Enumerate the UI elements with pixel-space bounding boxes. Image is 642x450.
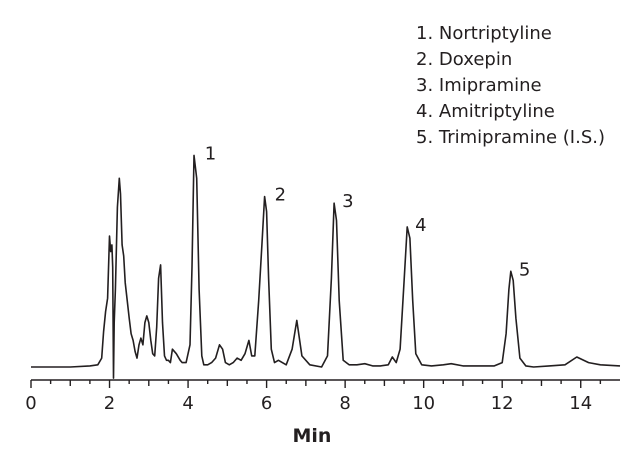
x-tick-label: 6 <box>261 393 272 414</box>
legend-entry: 4. Amitriptyline <box>416 101 555 122</box>
x-tick-label: 10 <box>412 393 435 414</box>
x-tick-label: 0 <box>25 393 36 414</box>
legend-entry: 1. Nortriptyline <box>416 23 552 44</box>
x-axis: 0 2 4 6 8 10 12 14 <box>25 379 620 414</box>
peak-label-3: 3 <box>342 191 353 212</box>
x-tick-label: 14 <box>569 393 592 414</box>
legend-entry: 5. Trimipramine (I.S.) <box>416 127 605 148</box>
x-tick-label: 4 <box>182 393 193 414</box>
peak-labels: 1 2 3 4 5 <box>205 143 531 280</box>
x-tick-label: 12 <box>491 393 514 414</box>
legend-entry: 3. Imipramine <box>416 75 542 96</box>
x-tick-label: 2 <box>104 393 115 414</box>
peak-label-4: 4 <box>415 215 426 236</box>
peak-label-1: 1 <box>205 143 216 164</box>
peak-label-5: 5 <box>519 259 530 280</box>
legend-entry: 2. Doxepin <box>416 49 512 70</box>
chromatogram-trace <box>31 154 621 379</box>
x-tick-label: 8 <box>339 393 350 414</box>
plot-area <box>31 154 621 379</box>
peak-label-2: 2 <box>275 185 286 206</box>
legend: 1. Nortriptyline 2. Doxepin 3. Imipramine 4… <box>416 23 605 148</box>
x-axis-title: Min <box>293 425 332 447</box>
